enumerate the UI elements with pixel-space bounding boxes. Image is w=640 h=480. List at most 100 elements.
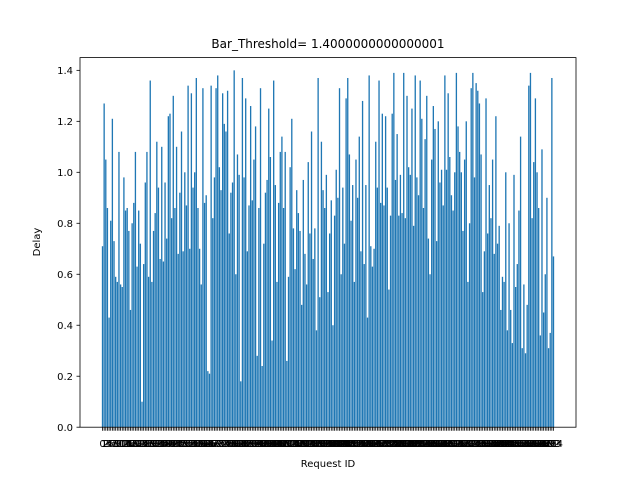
x-tick-label: 89 [243, 439, 256, 450]
x-tick-label: 154 [346, 439, 365, 450]
bar [291, 118, 293, 428]
bar [312, 258, 314, 428]
bar [159, 258, 161, 428]
x-tick-label: 143 [328, 439, 347, 450]
bar [189, 248, 191, 428]
bar [233, 70, 235, 428]
x-tick-label: 191 [407, 439, 426, 450]
x-tick-label: 175 [381, 439, 400, 450]
x-tick-label: 213 [444, 439, 463, 450]
x-tick-label: 159 [355, 439, 374, 450]
bar [488, 185, 490, 428]
bar [235, 274, 237, 428]
x-ticks-group: 0123456789101112131415161718192021222324… [99, 427, 563, 450]
x-tick-label: 59 [193, 439, 206, 450]
bar [175, 146, 178, 428]
x-tick-label: 190 [406, 439, 425, 450]
x-tick-label: 134 [314, 439, 333, 450]
bar [333, 215, 336, 428]
bar [248, 205, 250, 428]
x-tick-label: 227 [467, 439, 486, 450]
y-tick-label: 0.4 [57, 321, 73, 332]
x-tick-label: 32 [149, 439, 162, 450]
x-tick-label: 28 [142, 439, 155, 450]
bar [299, 230, 301, 428]
bar [380, 202, 382, 428]
x-tick-label: 197 [417, 439, 436, 450]
x-tick-label: 50 [178, 439, 191, 450]
bar [144, 182, 146, 428]
x-tick-label: 57 [190, 439, 203, 450]
x-tick-label: 88 [241, 439, 254, 450]
x-tick-label: 230 [472, 439, 491, 450]
bar [166, 238, 168, 428]
y-tick-label: 1.0 [57, 168, 73, 179]
x-tick-label: 60 [195, 439, 208, 450]
x-tick-label: 11 [114, 439, 127, 450]
x-tick-label: 127 [302, 439, 321, 450]
x-tick-label: 202 [425, 439, 444, 450]
bar [378, 80, 380, 428]
x-tick-label: 17 [124, 439, 137, 450]
bar [389, 215, 392, 428]
x-tick-label: 196 [416, 439, 435, 450]
bar [243, 177, 245, 428]
x-tick-label: 6 [109, 439, 115, 450]
x-tick-label: 245 [496, 439, 515, 450]
x-tick-label: 96 [254, 439, 267, 450]
bar [401, 213, 403, 428]
bar [523, 284, 525, 428]
x-tick-label: 128 [304, 439, 323, 450]
bar [139, 243, 142, 428]
x-tick-label: 255 [513, 439, 532, 450]
x-tick-label: 155 [348, 439, 367, 450]
x-tick-label: 70 [211, 439, 224, 450]
bar [284, 151, 286, 428]
bar [480, 154, 482, 428]
x-tick-label: 258 [518, 439, 537, 450]
x-tick-label: 180 [389, 439, 408, 450]
x-tick-label: 252 [508, 439, 527, 450]
bar [348, 154, 351, 428]
x-tick-label: 36 [155, 439, 168, 450]
x-tick-label: 158 [353, 439, 372, 450]
x-tick-label: 270 [537, 439, 556, 450]
x-tick-label: 254 [511, 439, 530, 450]
bar [245, 98, 247, 428]
x-tick-label: 118 [287, 439, 306, 450]
x-tick-label: 206 [432, 439, 451, 450]
bar [424, 139, 426, 428]
bar [546, 197, 548, 428]
bar [124, 210, 127, 428]
bar [225, 131, 227, 428]
x-tick-label: 113 [279, 439, 298, 450]
x-tick-label: 46 [172, 439, 185, 450]
x-tick-label: 170 [373, 439, 392, 450]
bar [340, 274, 342, 428]
bar [277, 202, 280, 428]
x-tick-label: 91 [246, 439, 259, 450]
bar [411, 108, 413, 428]
bar [169, 113, 171, 428]
x-tick-label: 16 [122, 439, 135, 450]
bar [462, 230, 464, 428]
x-tick-label: 99 [259, 439, 272, 450]
x-tick-label: 37 [157, 439, 170, 450]
bar [111, 118, 114, 428]
plot-frame [79, 57, 577, 428]
bar [435, 241, 438, 428]
x-tick-label: 10 [113, 439, 126, 450]
bar [338, 88, 341, 428]
x-tick-label: 164 [363, 439, 382, 450]
bar [431, 159, 433, 428]
x-tick-label: 117 [286, 439, 305, 450]
bar [208, 373, 211, 428]
bar [388, 289, 390, 428]
x-tick-label: 266 [531, 439, 550, 450]
x-tick-label: 83 [233, 439, 246, 450]
bar [282, 207, 285, 428]
x-tick-label: 7 [111, 439, 117, 450]
x-tick-label: 30 [146, 439, 159, 450]
x-axis-label: Request ID [301, 459, 356, 470]
x-tick-label: 102 [261, 439, 280, 450]
